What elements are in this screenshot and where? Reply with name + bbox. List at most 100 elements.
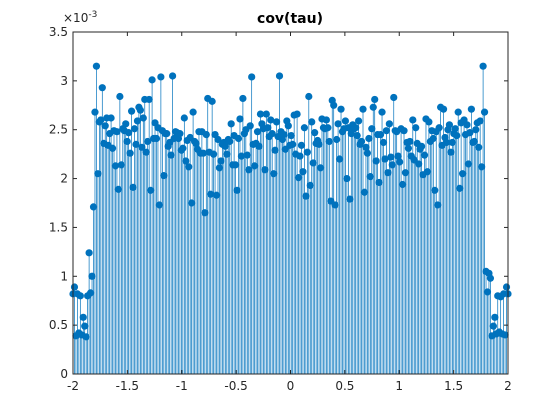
stem-marker bbox=[231, 161, 240, 169]
stem-marker bbox=[246, 122, 254, 130]
stem-marker bbox=[483, 288, 492, 296]
stem-marker bbox=[478, 163, 486, 171]
stem-marker bbox=[412, 124, 420, 132]
stem-marker bbox=[212, 191, 221, 199]
stem-marker bbox=[316, 164, 325, 172]
stem-marker bbox=[454, 108, 462, 116]
y-exponent-label: ×10-3 bbox=[63, 10, 97, 25]
stem-marker bbox=[435, 124, 443, 132]
stem-marker bbox=[355, 117, 363, 125]
stem-marker bbox=[442, 138, 451, 147]
stem-marker bbox=[305, 92, 313, 101]
chart-title: cov(tau) bbox=[257, 11, 323, 27]
stem-marker bbox=[456, 184, 464, 192]
stem-marker bbox=[127, 107, 136, 115]
stem-marker bbox=[227, 120, 235, 128]
x-tick-label: 0 bbox=[287, 379, 295, 393]
stem-marker bbox=[214, 135, 222, 144]
stem-marker bbox=[155, 201, 164, 209]
stem-marker bbox=[299, 168, 307, 176]
stem-marker bbox=[396, 158, 404, 166]
stem-marker bbox=[133, 117, 142, 125]
stem-marker bbox=[420, 151, 429, 159]
x-tick-label: -1.5 bbox=[116, 379, 139, 393]
stem-marker bbox=[476, 117, 484, 125]
stem-marker bbox=[379, 138, 388, 147]
y-tick-label: 3 bbox=[60, 74, 68, 88]
stem-marker bbox=[129, 183, 137, 191]
stem-marker bbox=[201, 209, 209, 217]
stem-marker bbox=[272, 118, 281, 126]
stem-marker bbox=[357, 137, 366, 146]
stem-marker bbox=[359, 105, 367, 113]
stem-marker bbox=[261, 166, 269, 174]
x-tick-label: -2 bbox=[67, 379, 79, 393]
stem-marker bbox=[475, 143, 483, 151]
stem-marker bbox=[147, 186, 155, 194]
stem-marker bbox=[192, 139, 200, 147]
stem-marker bbox=[210, 150, 218, 158]
stem-marker bbox=[185, 163, 193, 171]
stem-marker bbox=[404, 144, 413, 152]
stem-marker bbox=[448, 138, 456, 147]
stem-marker bbox=[425, 118, 433, 126]
stem-marker bbox=[429, 134, 437, 143]
stem-marker bbox=[180, 114, 188, 122]
stem-marker bbox=[415, 160, 423, 168]
stem-marker bbox=[82, 333, 90, 341]
stem-marker bbox=[226, 137, 234, 146]
stem-marker bbox=[88, 272, 96, 280]
stem-marker bbox=[138, 143, 146, 151]
stem-marker bbox=[253, 128, 262, 136]
stem-marker bbox=[234, 134, 243, 143]
stem-marker bbox=[394, 152, 402, 160]
stem-marker bbox=[237, 152, 246, 160]
x-tick-label: 1 bbox=[395, 379, 403, 393]
stem-marker bbox=[337, 105, 345, 113]
stem-marker bbox=[271, 146, 279, 154]
y-tick-label: 2.5 bbox=[49, 123, 68, 137]
stem-marker bbox=[311, 129, 319, 137]
stem-marker bbox=[325, 137, 333, 146]
stem-marker bbox=[434, 201, 442, 209]
stem-lines bbox=[72, 66, 509, 374]
stem-marker bbox=[270, 170, 278, 178]
stem-marker bbox=[371, 95, 379, 104]
stem-marker bbox=[267, 116, 275, 124]
stem-marker bbox=[289, 140, 297, 148]
stem-marker bbox=[343, 174, 351, 183]
stem-marker bbox=[142, 148, 150, 156]
stem-marker bbox=[275, 72, 284, 80]
stem-marker bbox=[182, 157, 190, 165]
x-tick-label: -1 bbox=[176, 379, 188, 393]
y-tick-label: 0 bbox=[60, 367, 68, 381]
stem-marker bbox=[264, 124, 272, 132]
stem-marker bbox=[217, 157, 225, 165]
stem-marker bbox=[360, 188, 369, 196]
stem-marker bbox=[215, 164, 224, 172]
stem-marker bbox=[387, 153, 395, 161]
stem-marker bbox=[334, 120, 342, 128]
stem-marker bbox=[463, 121, 471, 129]
stem-marker bbox=[85, 249, 93, 257]
stem-marker bbox=[458, 170, 467, 178]
stem-marker bbox=[251, 162, 259, 170]
stem-marker bbox=[160, 172, 168, 180]
stem-marker bbox=[453, 131, 461, 140]
tick-marks bbox=[72, 31, 509, 375]
stem-marker bbox=[157, 73, 165, 81]
stem-marker bbox=[346, 195, 354, 203]
stem-marker bbox=[221, 142, 229, 150]
stem-marker bbox=[353, 131, 361, 140]
stem-marker bbox=[489, 322, 497, 330]
stem-marker bbox=[309, 159, 317, 167]
stem-marker bbox=[315, 140, 323, 148]
stem-marker bbox=[384, 169, 392, 177]
stem-marker bbox=[148, 76, 156, 84]
stem-marker bbox=[199, 149, 207, 157]
stem-marker bbox=[125, 129, 133, 137]
stem-marker bbox=[366, 173, 374, 181]
y-tick-label: 1.5 bbox=[49, 220, 68, 234]
plot-axes bbox=[73, 32, 508, 374]
